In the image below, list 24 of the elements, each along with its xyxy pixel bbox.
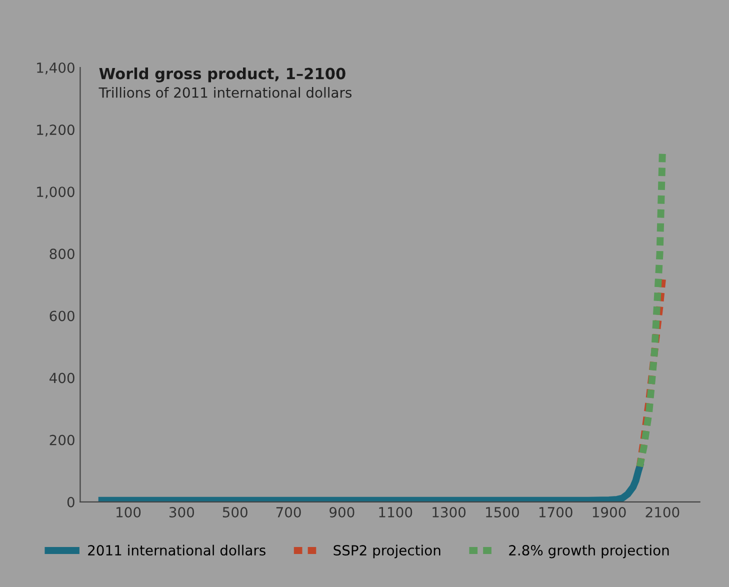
x-tick-label: 1300 bbox=[432, 506, 466, 518]
text: Trillions of 2011 international dollars bbox=[98, 87, 352, 98]
x-tick-label: 700 bbox=[276, 506, 301, 518]
x-tick-label: 300 bbox=[169, 506, 194, 518]
y-tick-label: 1,400 bbox=[37, 62, 74, 74]
y-tick-label: 200 bbox=[50, 434, 74, 446]
y-tick-label: 1,200 bbox=[37, 124, 74, 136]
y-tick-label: 400 bbox=[50, 372, 74, 384]
x-tick-label: 2100 bbox=[646, 506, 680, 518]
y-tick-label: 600 bbox=[50, 310, 74, 322]
x-tick-label: 1900 bbox=[592, 506, 626, 518]
x-tick-label: 1700 bbox=[539, 506, 572, 518]
y-tick-label: 800 bbox=[50, 248, 74, 260]
chart-title: World gross product, 1–2100 bbox=[99, 68, 346, 82]
y-tick-label: 0 bbox=[67, 496, 74, 508]
legend-label: 2.8% growth projection bbox=[509, 544, 669, 558]
x-tick-label: 1100 bbox=[379, 506, 412, 518]
legend-label: SSP2 projection bbox=[334, 544, 440, 558]
x-tick-label: 1500 bbox=[486, 506, 519, 518]
legend-label: 2011 international dollars bbox=[88, 544, 266, 556]
y-tick-label: 1,000 bbox=[37, 186, 74, 199]
x-tick-label: 500 bbox=[222, 506, 248, 518]
x-tick-label: 900 bbox=[330, 506, 354, 518]
x-tick-label: 100 bbox=[116, 506, 141, 518]
